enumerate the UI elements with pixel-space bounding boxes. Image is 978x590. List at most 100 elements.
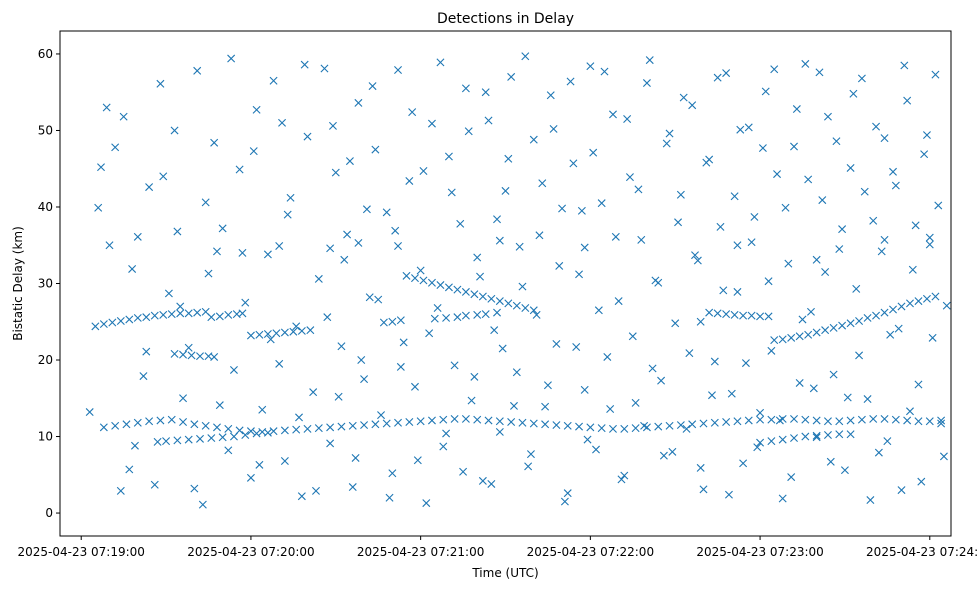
data-point bbox=[563, 489, 572, 498]
data-point bbox=[937, 416, 946, 425]
data-point bbox=[705, 308, 714, 317]
data-point bbox=[470, 290, 479, 299]
data-point bbox=[354, 238, 363, 247]
data-point bbox=[722, 418, 731, 426]
data-point bbox=[730, 310, 739, 319]
data-point bbox=[891, 181, 900, 190]
data-point bbox=[368, 82, 377, 91]
data-point bbox=[767, 415, 776, 424]
data-point bbox=[756, 415, 765, 424]
data-point bbox=[835, 245, 844, 254]
data-point bbox=[473, 253, 482, 262]
data-point bbox=[323, 313, 332, 322]
data-point bbox=[283, 210, 292, 219]
data-point bbox=[179, 418, 188, 426]
data-point bbox=[806, 307, 815, 316]
data-point bbox=[179, 350, 188, 359]
data-point bbox=[645, 56, 654, 65]
data-point bbox=[589, 148, 598, 157]
data-point bbox=[889, 305, 898, 314]
data-point bbox=[620, 424, 629, 433]
data-point bbox=[348, 421, 357, 430]
data-point bbox=[620, 471, 629, 480]
data-point bbox=[360, 375, 369, 384]
data-point bbox=[770, 336, 779, 345]
data-point bbox=[889, 167, 898, 176]
data-point bbox=[832, 137, 841, 146]
data-point bbox=[263, 330, 272, 338]
data-point bbox=[546, 91, 555, 100]
data-point bbox=[128, 264, 137, 273]
data-point bbox=[812, 416, 821, 425]
x-tick-label: 2025-04-23 07:23:00 bbox=[696, 545, 823, 559]
data-point bbox=[512, 301, 521, 310]
x-tick-label: 2025-04-23 07:20:00 bbox=[187, 545, 314, 559]
data-point bbox=[922, 294, 931, 303]
data-point bbox=[224, 424, 233, 433]
data-point bbox=[145, 417, 154, 426]
data-point bbox=[787, 333, 796, 342]
data-point bbox=[116, 486, 125, 495]
data-point bbox=[348, 483, 357, 492]
data-point bbox=[634, 185, 643, 194]
data-point bbox=[795, 378, 804, 387]
data-point bbox=[928, 333, 937, 342]
data-point bbox=[750, 212, 759, 221]
x-axis-ticks: 2025-04-23 07:19:00 2025-04-23 07:20:00 20… bbox=[17, 536, 978, 559]
data-point bbox=[116, 317, 125, 325]
data-point bbox=[917, 477, 926, 486]
data-point bbox=[608, 110, 617, 119]
data-point bbox=[538, 179, 547, 188]
data-point bbox=[481, 310, 490, 319]
data-point bbox=[196, 352, 205, 361]
data-point bbox=[823, 417, 832, 426]
data-point bbox=[685, 349, 694, 358]
data-point bbox=[357, 356, 366, 365]
data-point bbox=[410, 382, 419, 391]
data-point bbox=[311, 486, 320, 495]
data-point bbox=[142, 313, 151, 322]
y-axis-label: Bistatic Delay (km) bbox=[11, 226, 25, 341]
data-point bbox=[139, 372, 148, 381]
data-point bbox=[838, 225, 847, 234]
data-point bbox=[778, 494, 787, 503]
data-point bbox=[388, 317, 397, 326]
data-point bbox=[529, 419, 538, 428]
data-point bbox=[252, 429, 261, 438]
data-point bbox=[886, 330, 895, 339]
data-point bbox=[770, 65, 779, 74]
data-point bbox=[722, 69, 731, 78]
data-point bbox=[238, 309, 247, 318]
data-point bbox=[156, 79, 165, 88]
data-point bbox=[515, 242, 524, 251]
data-point bbox=[823, 112, 832, 121]
data-point bbox=[442, 313, 451, 322]
data-point bbox=[804, 175, 813, 184]
data-point bbox=[829, 323, 838, 332]
data-point bbox=[716, 222, 725, 231]
data-point bbox=[193, 66, 202, 75]
data-point bbox=[450, 414, 459, 423]
data-point bbox=[521, 303, 530, 312]
data-point bbox=[99, 320, 108, 329]
data-point bbox=[255, 330, 264, 339]
data-point bbox=[249, 147, 258, 156]
data-point bbox=[142, 347, 151, 356]
data-point bbox=[555, 261, 564, 270]
data-point bbox=[470, 372, 479, 381]
data-point bbox=[176, 302, 185, 311]
data-point bbox=[628, 332, 637, 341]
data-point bbox=[162, 437, 171, 446]
data-point bbox=[461, 414, 470, 423]
data-point bbox=[840, 466, 849, 475]
data-point bbox=[439, 442, 448, 451]
data-point bbox=[478, 292, 487, 301]
data-point bbox=[580, 243, 589, 252]
y-tick-label: 10 bbox=[38, 430, 53, 444]
data-point bbox=[303, 424, 312, 433]
data-point bbox=[798, 315, 807, 324]
data-point bbox=[473, 415, 482, 424]
data-point bbox=[744, 416, 753, 425]
data-point bbox=[739, 311, 748, 320]
